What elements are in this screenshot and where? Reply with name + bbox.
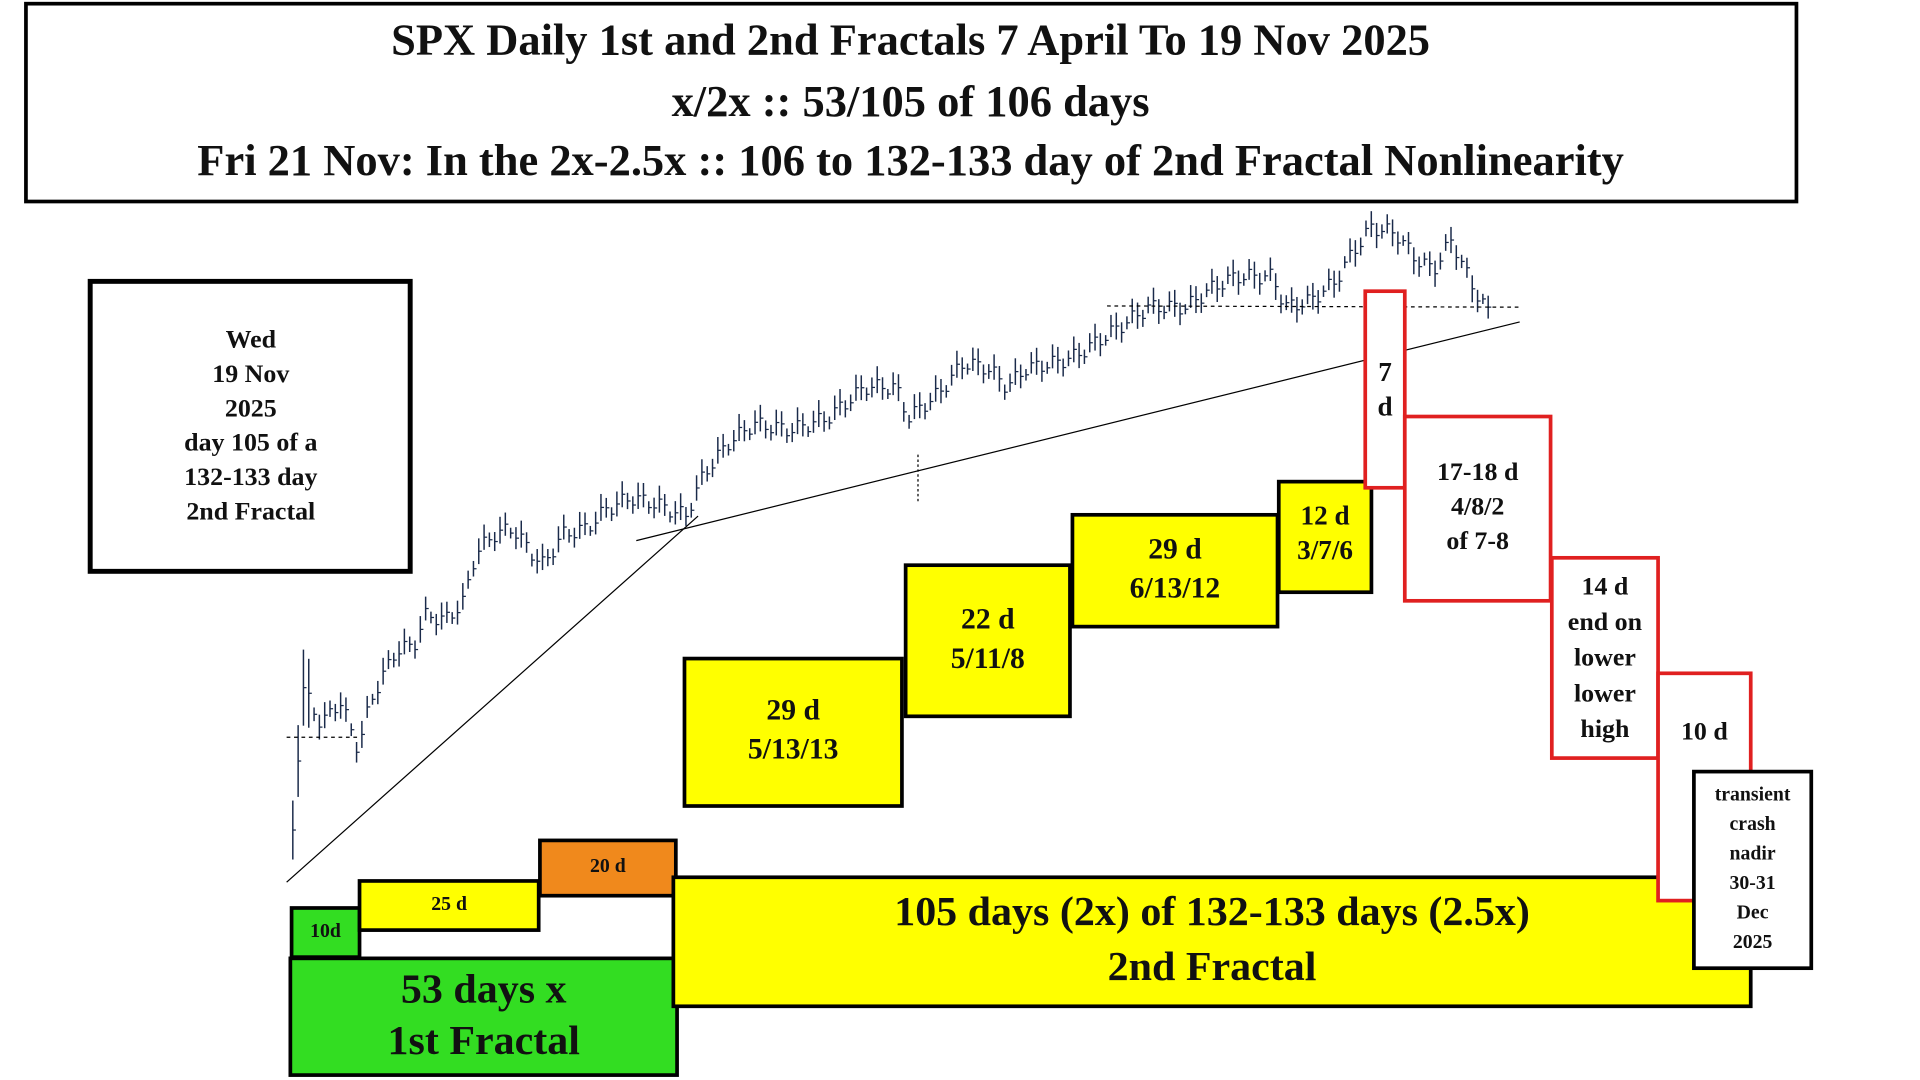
note-line: 2025 <box>225 393 277 422</box>
box-label: 29 d <box>1148 534 1202 566</box>
texts: SPX Daily 1st and 2nd Fractals 7 April T… <box>184 14 1791 1063</box>
fractal-box <box>1692 769 1814 971</box>
fractal-box <box>1363 289 1407 490</box>
box-label: 20 d <box>590 855 626 877</box>
fractal-box <box>1549 555 1660 760</box>
box-label: 53 days x <box>401 966 567 1012</box>
box-label: 4/8/2 <box>1451 492 1504 521</box>
fractal-box <box>357 879 541 932</box>
box-label: 25 d <box>431 893 467 915</box>
note-line: Wed <box>226 325 277 354</box>
fractal-box <box>682 656 904 808</box>
boxes <box>288 289 1814 1077</box>
note-line: day 105 of a <box>184 428 317 457</box>
box-label: 29 d <box>766 694 820 726</box>
price-chart <box>292 211 1492 860</box>
box-label: end on <box>1568 607 1642 636</box>
box-label: lower <box>1574 643 1636 672</box>
fractal-box <box>538 838 678 898</box>
header-line: SPX Daily 1st and 2nd Fractals 7 April T… <box>391 14 1430 64</box>
header-box <box>24 1 1799 204</box>
box-label: 5/13/13 <box>748 734 839 766</box>
box-label: 2025 <box>1733 931 1773 953</box>
box-label: 10 d <box>1681 717 1728 746</box>
box-label: 1st Fractal <box>388 1018 580 1064</box>
fractal-box <box>1070 512 1280 629</box>
fractal-box <box>903 563 1072 719</box>
note-line: 2nd Fractal <box>186 497 315 526</box>
reference-line <box>1107 305 1520 308</box>
box-label: transient <box>1715 784 1791 806</box>
header-line: Fri 21 Nov: In the 2x-2.5x :: 106 to 132… <box>197 135 1624 185</box>
box-label: high <box>1580 714 1629 743</box>
fractal-box <box>1276 479 1374 595</box>
note-line: 19 Nov <box>212 359 289 388</box>
fractal-box <box>1402 414 1553 603</box>
box-label: 10d <box>310 920 341 942</box>
box-label: lower <box>1574 678 1636 707</box>
box-label: 30-31 <box>1730 872 1776 894</box>
box-label: of 7-8 <box>1446 526 1509 555</box>
note-line: 132-133 day <box>184 462 317 491</box>
header-line: x/2x :: 53/105 of 106 days <box>672 76 1150 126</box>
box-label: 3/7/6 <box>1297 535 1353 565</box>
box-label: d <box>1377 391 1392 421</box>
box-label: Dec <box>1737 902 1769 924</box>
box-label: 7 <box>1378 357 1392 387</box>
box-label: 105 days (2x) of 132-133 days (2.5x) <box>894 889 1530 935</box>
box-label: 17-18 d <box>1437 457 1519 486</box>
box-label: 5/11/8 <box>951 643 1025 675</box>
note-box <box>87 278 413 574</box>
box-label: 14 d <box>1582 572 1629 601</box>
box-label: nadir <box>1730 843 1776 865</box>
box-label: 6/13/12 <box>1130 573 1221 605</box>
trend-line <box>286 515 699 883</box>
box-label: 12 d <box>1301 501 1350 531</box>
fractal-box <box>288 956 679 1077</box>
box-label: crash <box>1730 813 1776 835</box>
fractal-box <box>671 875 1753 1009</box>
box-label: 2nd Fractal <box>1108 944 1317 990</box>
box-label: 22 d <box>961 604 1015 636</box>
